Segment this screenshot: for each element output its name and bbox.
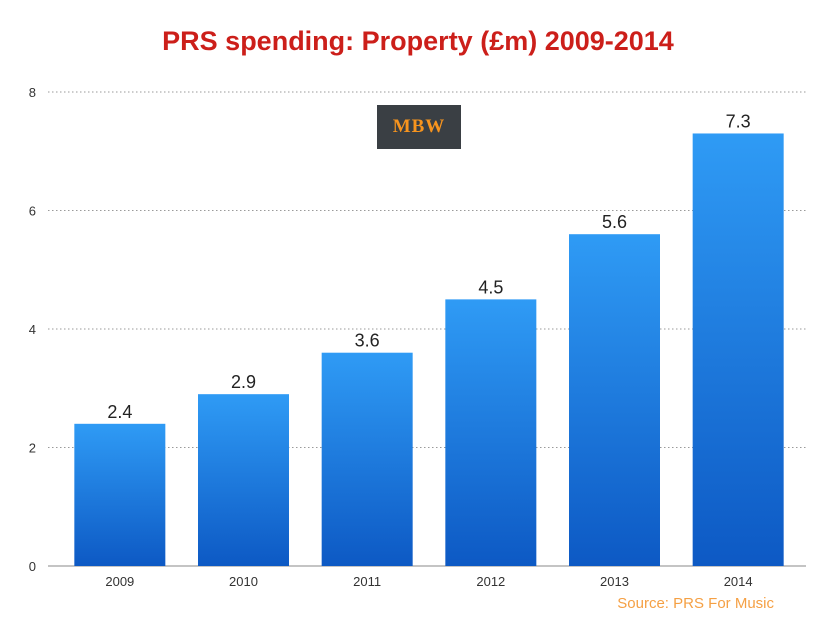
bar-2009 <box>74 423 166 566</box>
y-axis-ticks: 0 2 4 6 8 <box>29 85 36 574</box>
x-tick-label-2013: 2013 <box>600 574 629 589</box>
x-axis-ticks: 2009 2010 2011 2012 2013 2014 <box>105 574 752 589</box>
value-label-2014: 7.3 <box>726 111 751 131</box>
value-label-2012: 4.5 <box>478 277 503 297</box>
y-tick-label: 8 <box>29 85 36 100</box>
value-label-2011: 3.6 <box>355 331 380 351</box>
x-tick-label-2009: 2009 <box>105 574 134 589</box>
value-label-2013: 5.6 <box>602 212 627 232</box>
source-note: Source: PRS For Music <box>617 595 774 612</box>
y-tick-label: 0 <box>29 559 36 574</box>
bar-2010 <box>198 394 289 566</box>
bar-2014 <box>692 133 784 566</box>
value-label-2010: 2.9 <box>231 372 256 392</box>
gridlines <box>48 91 806 567</box>
y-tick-label: 2 <box>29 441 36 456</box>
bar-2012 <box>445 299 537 566</box>
value-labels: 2.4 2.9 3.6 4.5 5.6 7.3 <box>107 111 750 421</box>
mbw-logo: MBW <box>377 105 461 149</box>
y-tick-label: 6 <box>29 204 36 219</box>
bar-2013 <box>569 234 660 566</box>
bar-2011 <box>321 352 413 566</box>
x-tick-label-2014: 2014 <box>724 574 753 589</box>
chart-title: PRS spending: Property (£m) 2009-2014 <box>162 26 674 56</box>
x-tick-label-2012: 2012 <box>476 574 505 589</box>
bars <box>74 133 784 566</box>
x-tick-label-2011: 2011 <box>353 574 381 589</box>
y-tick-label: 4 <box>29 322 36 337</box>
x-tick-label-2010: 2010 <box>229 574 258 589</box>
value-label-2009: 2.4 <box>107 402 132 422</box>
